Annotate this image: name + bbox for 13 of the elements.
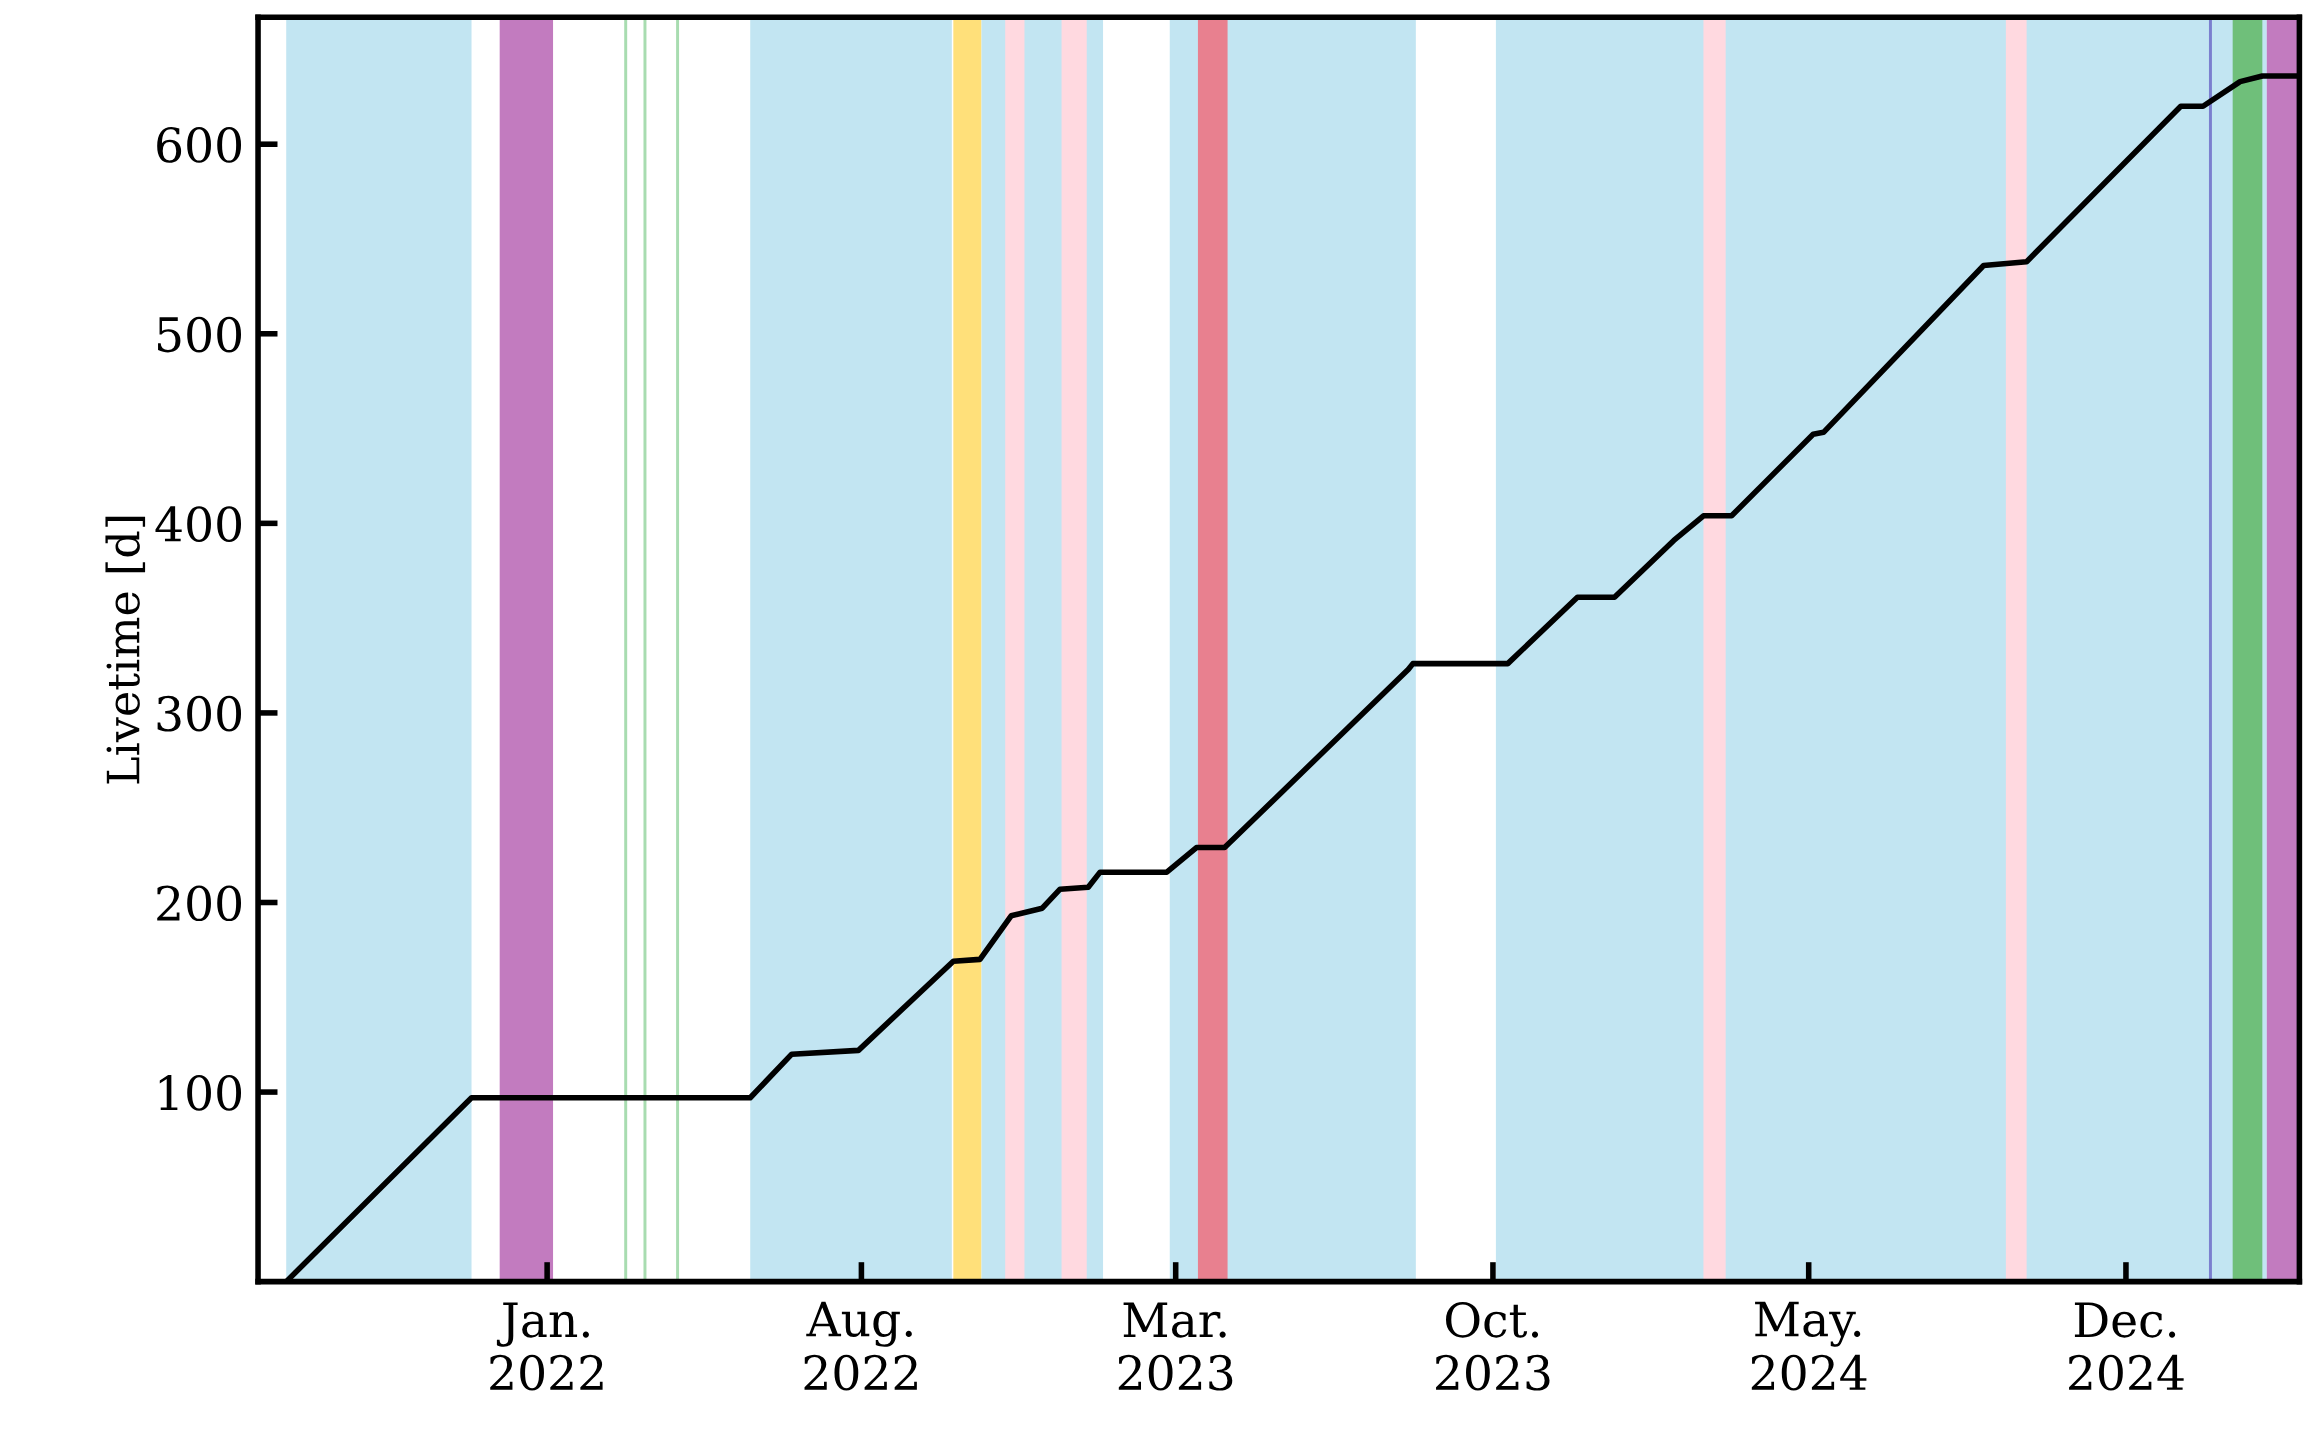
- x-tick-label: Dec. 2024: [2069, 1302, 2184, 1391]
- x-tick-label: Mar. 2023: [1118, 1302, 1233, 1391]
- y-tick-label: 100: [159, 1074, 242, 1111]
- y-tick-label: 500: [158, 316, 242, 353]
- y-tick-label: 300: [157, 695, 242, 732]
- y-axis-title: Livetime [d]: [105, 516, 146, 784]
- y-tick-label: 400: [155, 506, 242, 542]
- x-tick-label: Aug. 2022: [804, 1301, 917, 1391]
- x-tick-label: Jan. 2022: [490, 1302, 603, 1391]
- x-tick-label: Oct. 2023: [1436, 1301, 1550, 1391]
- y-tick-label: 200: [157, 885, 242, 922]
- x-tick-label: May. 2024: [1751, 1301, 1867, 1391]
- y-tick-label: 600: [157, 127, 242, 163]
